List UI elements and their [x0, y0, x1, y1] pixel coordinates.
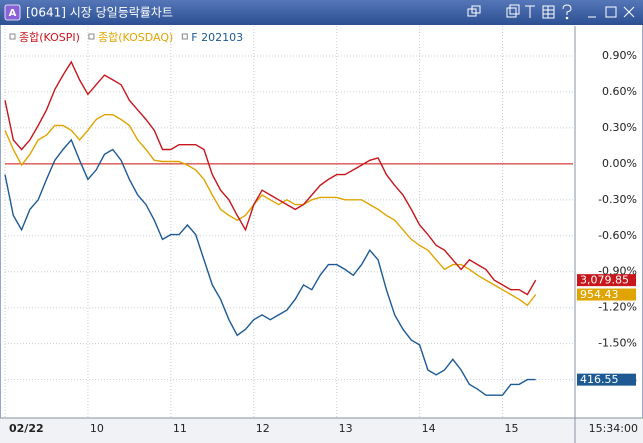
- y-tick-label: 0.60%: [602, 85, 637, 98]
- time-axis-bar: [0, 418, 643, 443]
- legend-marker: [88, 33, 95, 40]
- last-value-box: [577, 373, 636, 386]
- last-value-label: 416.55: [580, 373, 619, 386]
- time-label: 15:34:00: [589, 422, 638, 435]
- maximize-button[interactable]: [605, 6, 617, 18]
- series-line: [4, 138, 536, 396]
- link-icon[interactable]: [467, 5, 481, 17]
- y-tick-label: 0.30%: [602, 121, 637, 134]
- last-value-box: [577, 274, 636, 287]
- window-title: [0641] 시장 당일등락률차트: [26, 6, 173, 20]
- series-line: [4, 114, 537, 307]
- x-tick-label: 10: [90, 422, 104, 435]
- x-tick-label: 13: [339, 422, 353, 435]
- grid-icon[interactable]: [542, 5, 555, 19]
- y-tick-label: -0.30%: [598, 193, 637, 206]
- toolbar: [467, 4, 635, 20]
- plot: [4, 26, 573, 418]
- close-button[interactable]: [623, 6, 635, 18]
- x-tick-label: 15: [505, 422, 519, 435]
- y-tick-label: -1.20%: [598, 301, 637, 314]
- app-icon[interactable]: [4, 4, 21, 21]
- series-line: [4, 60, 537, 296]
- last-value-box: [577, 288, 636, 301]
- x-tick-label: 11: [173, 422, 187, 435]
- legend-entry[interactable]: F 202103: [191, 31, 243, 44]
- last-value-label: 954.43: [580, 288, 619, 301]
- y-tick-label: 0.00%: [602, 157, 637, 170]
- x-tick-label: 12: [256, 422, 270, 435]
- app-icon-letter: A: [9, 8, 17, 19]
- x-tick-label: 02/22: [9, 422, 44, 435]
- y-tick-label: 0.90%: [602, 49, 637, 62]
- title-bar: [0, 0, 643, 25]
- y-tick-label: -1.50%: [598, 337, 637, 350]
- restore-icon[interactable]: [506, 4, 520, 18]
- legend-marker: [9, 33, 16, 40]
- legend-entry[interactable]: 종합(KOSPI): [19, 31, 80, 44]
- text-icon[interactable]: [525, 5, 535, 18]
- help-icon[interactable]: [562, 4, 572, 20]
- legend-entry[interactable]: 종합(KOSDAQ): [98, 31, 173, 44]
- legend-marker: [181, 33, 188, 40]
- y-tick-label: -0.60%: [598, 229, 637, 242]
- last-value-label: 3,079.85: [580, 274, 629, 287]
- x-tick-label: 14: [422, 422, 436, 435]
